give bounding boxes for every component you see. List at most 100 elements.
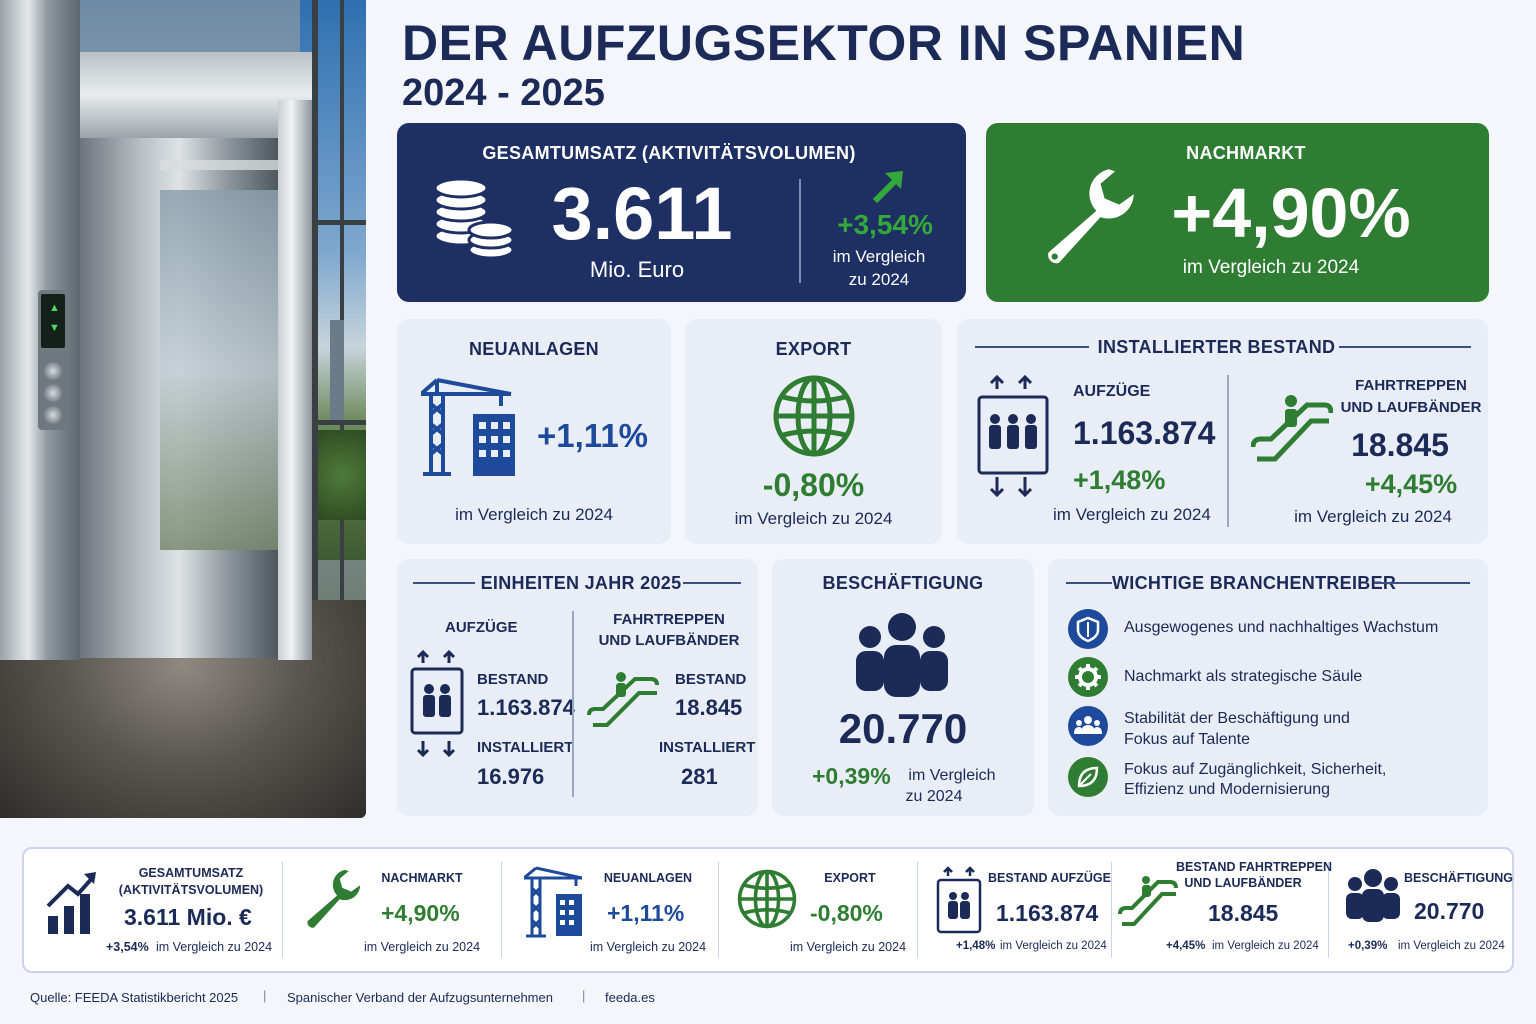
new-installations-header: NEUANLAGEN bbox=[468, 339, 599, 359]
new-installations-card: NEUANLAGEN +1,11% im Vergleich zu 2024 bbox=[397, 319, 671, 544]
driver-item-2: Nachmarkt als strategische Säule bbox=[1124, 668, 1363, 685]
units-elevators-label: AUFZÜGE bbox=[445, 619, 518, 636]
revenue-value: 3.611 bbox=[551, 172, 733, 255]
installed-escalators-change: +4,45% bbox=[1364, 469, 1458, 499]
page-subtitle: 2024 - 2025 bbox=[402, 72, 605, 114]
elevator-icon bbox=[977, 374, 1049, 498]
drivers-card: WICHTIGE BRANCHENTREIBER Ausgewogenes un… bbox=[1048, 559, 1488, 816]
coins-icon bbox=[433, 178, 515, 260]
new-installations-value: +1,11% bbox=[537, 417, 649, 454]
crane-building-icon bbox=[421, 378, 515, 476]
aftermarket-value: +4,90% bbox=[1171, 174, 1411, 252]
installed-base-card: INSTALLIERTER BESTAND AUFZÜGE 1.163.874 … bbox=[957, 319, 1488, 544]
units-elevators-installed-label: INSTALLIERT bbox=[477, 739, 574, 756]
aftermarket-card: NACHMARKT +4,90% im Vergleich zu 2024 bbox=[986, 123, 1489, 302]
driver-item-1: Ausgewogenes und nachhaltiges Wachstum bbox=[1124, 619, 1439, 636]
revenue-unit: Mio. Euro bbox=[589, 257, 685, 282]
summary-elevators-note: im Vergleich zu 2024 bbox=[1000, 940, 1107, 952]
summary-employment-note: im Vergleich zu 2024 bbox=[1398, 940, 1505, 952]
summary-revenue-label-1: GESAMTUMSATZ bbox=[138, 866, 244, 880]
aftermarket-note: im Vergleich zu 2024 bbox=[1182, 257, 1360, 278]
installed-elevators-value: 1.163.874 bbox=[1073, 415, 1216, 451]
export-header: EXPORT bbox=[775, 339, 852, 359]
driver-item-3-line-2: Fokus auf Talente bbox=[1124, 731, 1251, 748]
summary-export-value: -0,80% bbox=[810, 900, 883, 926]
summary-escalators-label-1: BESTAND FAHRTREPPEN bbox=[1176, 860, 1333, 874]
summary-escalators-change: +4,45% bbox=[1166, 940, 1206, 952]
elevator-photo: ▲ ▼ bbox=[0, 0, 366, 818]
units-2025-header: EINHEITEN JAHR 2025 bbox=[480, 573, 682, 593]
summary-elevators-value: 1.163.874 bbox=[996, 900, 1099, 926]
summary-elevators-change: +1,48% bbox=[956, 940, 996, 952]
summary-employment-value: 20.770 bbox=[1414, 898, 1485, 924]
elevator-icon bbox=[936, 866, 982, 934]
footer-organization: Spanischer Verband der Aufzugsunternehme… bbox=[287, 990, 553, 1005]
units-escalators-stock-value: 18.845 bbox=[675, 695, 743, 720]
escalator-icon bbox=[1118, 876, 1178, 926]
export-card: EXPORT -0,80% im Vergleich zu 2024 bbox=[685, 319, 942, 544]
summary-revenue-value: 3.611 Mio. € bbox=[124, 904, 252, 930]
employment-change: +0,39% bbox=[812, 763, 891, 789]
aftermarket-header: NACHMARKT bbox=[1186, 143, 1306, 163]
team-icon bbox=[1068, 706, 1108, 746]
installed-elevators-label: AUFZÜGE bbox=[1073, 383, 1151, 400]
summary-employment-change: +0,39% bbox=[1348, 940, 1388, 952]
installed-escalators-label-2: UND LAUFBÄNDER bbox=[1340, 399, 1482, 416]
revenue-change: +3,54% bbox=[837, 209, 933, 240]
installed-escalators-value: 18.845 bbox=[1351, 427, 1449, 463]
crane-building-icon bbox=[524, 866, 583, 938]
globe-icon bbox=[737, 869, 797, 929]
revenue-header: GESAMTUMSATZ (AKTIVITÄTSVOLUMEN) bbox=[482, 143, 856, 163]
globe-icon bbox=[773, 375, 855, 457]
revenue-card: GESAMTUMSATZ (AKTIVITÄTSVOLUMEN) 3.611 M… bbox=[397, 123, 966, 302]
footer-website-link[interactable]: feeda.es bbox=[605, 990, 655, 1005]
driver-item-3-line-1: Stabilität der Beschäftigung und bbox=[1124, 710, 1350, 727]
summary-revenue-note: im Vergleich zu 2024 bbox=[156, 940, 273, 954]
summary-new-installations-note: im Vergleich zu 2024 bbox=[590, 940, 707, 954]
wrench-icon bbox=[307, 869, 361, 928]
escalator-icon bbox=[587, 672, 659, 727]
installed-escalators-label-1: FAHRTREPPEN bbox=[1355, 377, 1467, 394]
people-group-icon bbox=[856, 613, 948, 697]
units-escalators-installed-label: INSTALLIERT bbox=[659, 739, 756, 756]
units-elevators-stock-value: 1.163.874 bbox=[477, 695, 575, 720]
revenue-note-1: im Vergleich bbox=[832, 247, 926, 266]
footer-separator-1: | bbox=[263, 988, 267, 1003]
footer-separator-2: | bbox=[582, 988, 586, 1003]
shield-icon bbox=[1068, 609, 1108, 649]
escalator-icon bbox=[1251, 395, 1333, 462]
wrench-icon bbox=[1048, 169, 1134, 264]
summary-revenue-label-2: (AKTIVITÄTSVOLUMEN) bbox=[118, 883, 264, 897]
drivers-header: WICHTIGE BRANCHENTREIBER bbox=[1112, 573, 1397, 593]
rising-bars-icon bbox=[46, 872, 96, 934]
driver-item-4-line-1: Fokus auf Zugänglichkeit, Sicherheit, bbox=[1124, 761, 1387, 778]
summary-elevators-label: BESTAND AUFZÜGE bbox=[988, 871, 1111, 885]
elevator-icon bbox=[410, 649, 464, 758]
units-escalators-label-1: FAHRTREPPEN bbox=[613, 611, 725, 628]
units-elevators-stock-label: BESTAND bbox=[477, 671, 549, 688]
summary-escalators-note: im Vergleich zu 2024 bbox=[1212, 940, 1319, 952]
units-2025-card: EINHEITEN JAHR 2025 AUFZÜGE BESTAND 1.16… bbox=[397, 559, 758, 816]
installed-elevators-change: +1,48% bbox=[1073, 465, 1166, 495]
driver-item-4-line-2: Effizienz und Modernisierung bbox=[1124, 781, 1331, 798]
page-title: DER AUFZUGSEKTOR IN SPANIEN bbox=[402, 15, 1246, 71]
gear-icon bbox=[1068, 657, 1108, 697]
summary-export-label: EXPORT bbox=[824, 871, 876, 885]
summary-aftermarket-label: NACHMARKT bbox=[381, 871, 463, 885]
installed-base-header: INSTALLIERTER BESTAND bbox=[1097, 337, 1336, 357]
arrow-up-icon bbox=[872, 171, 903, 204]
new-installations-note: im Vergleich zu 2024 bbox=[455, 505, 613, 524]
summary-revenue-change: +3,54% bbox=[106, 940, 149, 954]
export-value: -0,80% bbox=[762, 467, 865, 503]
employment-value: 20.770 bbox=[838, 705, 968, 752]
export-note: im Vergleich zu 2024 bbox=[734, 509, 893, 528]
leaf-icon bbox=[1068, 757, 1108, 797]
summary-new-installations-value: +1,11% bbox=[607, 900, 685, 926]
units-elevators-installed-value: 16.976 bbox=[477, 764, 545, 789]
summary-new-installations-label: NEUANLAGEN bbox=[603, 871, 693, 885]
summary-strip bbox=[22, 847, 1514, 973]
revenue-note-2: zu 2024 bbox=[848, 270, 910, 289]
summary-escalators-label-2: UND LAUFBÄNDER bbox=[1184, 876, 1302, 890]
installed-escalators-note: im Vergleich zu 2024 bbox=[1294, 507, 1452, 526]
units-escalators-installed-value: 281 bbox=[681, 764, 718, 789]
